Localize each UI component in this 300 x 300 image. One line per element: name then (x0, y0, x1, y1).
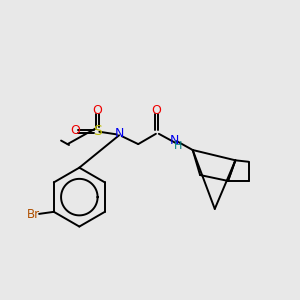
Text: O: O (70, 124, 80, 137)
Text: Br: Br (27, 208, 40, 221)
Text: S: S (93, 124, 101, 138)
Text: H: H (174, 141, 183, 151)
Text: N: N (169, 134, 179, 147)
Text: N: N (114, 127, 124, 140)
Text: O: O (92, 104, 102, 117)
Text: O: O (151, 104, 161, 117)
